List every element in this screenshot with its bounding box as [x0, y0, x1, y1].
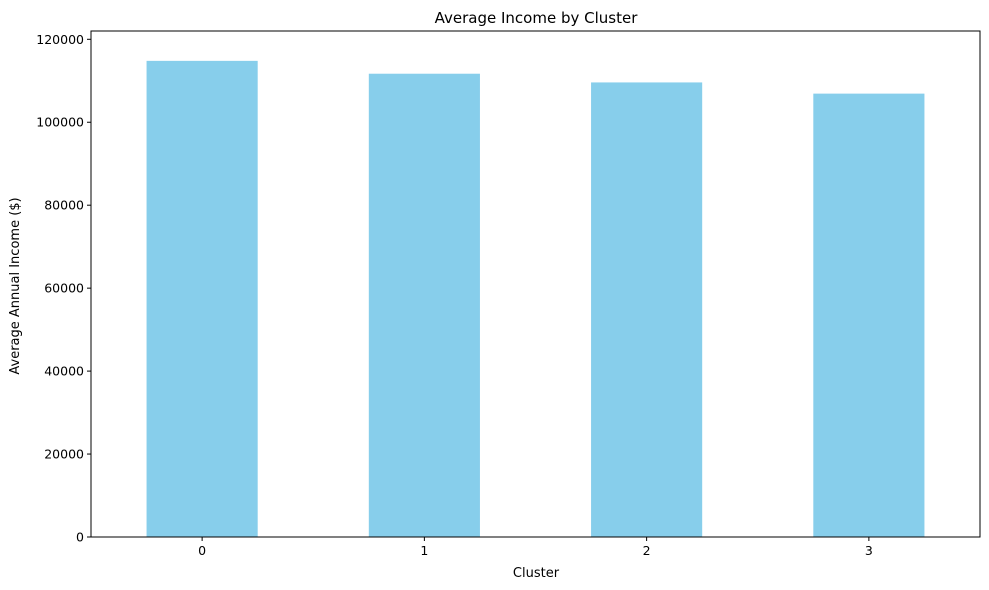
plot-frame: [90, 30, 981, 538]
y-tick-label: 120000: [36, 32, 84, 47]
y-tick-label: 80000: [44, 198, 84, 213]
x-tick-label: 0: [198, 543, 206, 558]
y-tick-label: 60000: [44, 281, 84, 296]
x-tick-label: 2: [643, 543, 651, 558]
y-tick-label: 0: [76, 530, 84, 545]
bar-cluster-2: [591, 82, 703, 538]
bar-cluster-0: [146, 60, 258, 538]
y-tick-label: 40000: [44, 364, 84, 379]
x-tick-label: 1: [420, 543, 428, 558]
plot-area: 0 1 2 3 0 20000 40000 60000 80000 100000 120000: [36, 30, 981, 558]
x-axis-title: Cluster: [513, 566, 560, 581]
bar-cluster-1: [368, 73, 480, 537]
y-axis-title: Average Annual Income ($): [8, 197, 23, 374]
x-tick-label: 3: [865, 543, 873, 558]
chart-title: Average Income by Cluster: [435, 9, 639, 27]
y-tick-label: 20000: [44, 447, 84, 462]
bar-cluster-3: [813, 93, 925, 537]
y-tick-label: 100000: [36, 115, 84, 130]
